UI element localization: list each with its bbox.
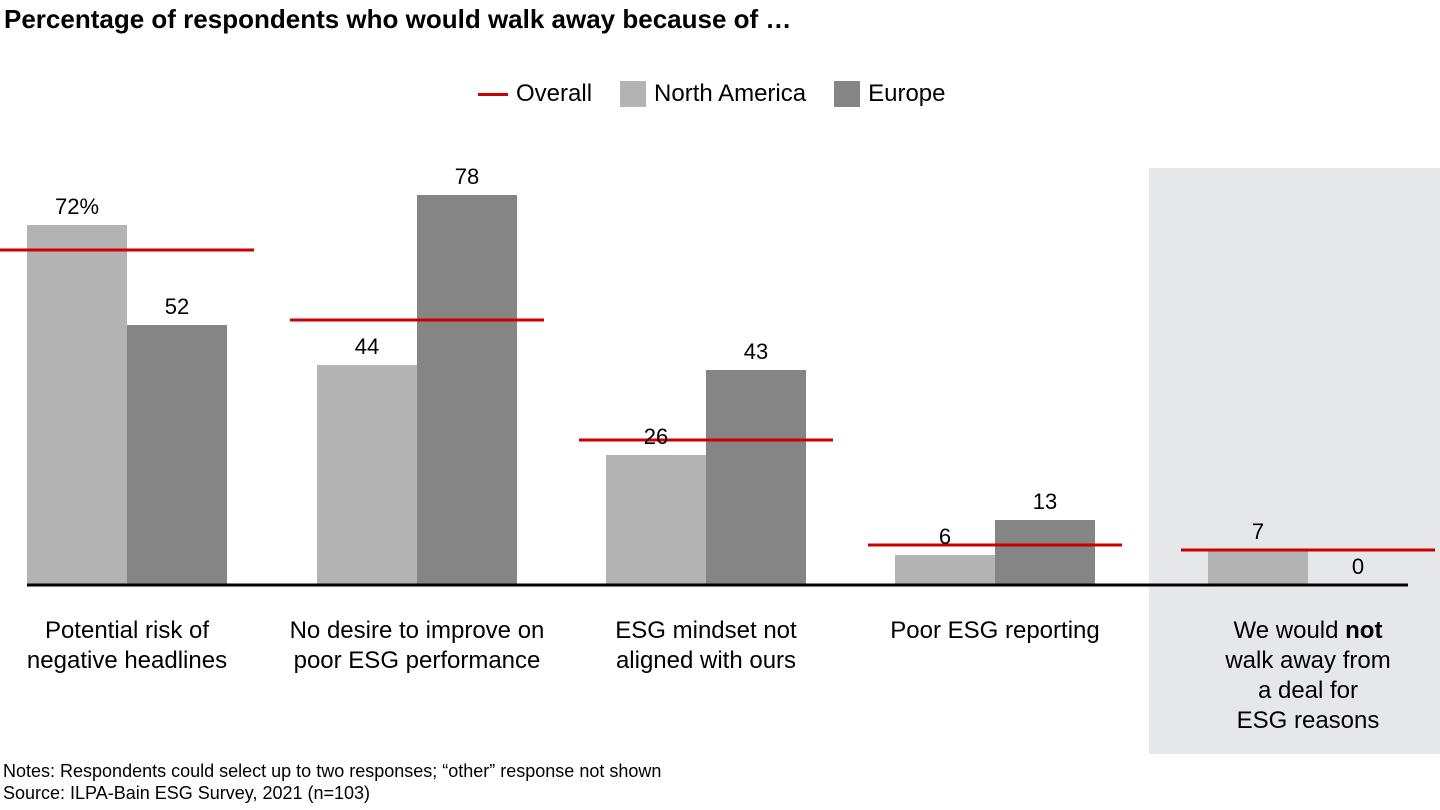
- category-label-0: Potential risk of negative headlines: [27, 617, 227, 674]
- legend-item-europe: Europe: [834, 80, 945, 108]
- data-label-europe-1: 78: [455, 164, 479, 189]
- source-text: Source: ILPA-Bain ESG Survey, 2021 (n=10…: [3, 783, 371, 803]
- data-label-north-america-0: 72%: [55, 194, 99, 219]
- bar-europe-1: [417, 195, 517, 585]
- data-label-north-america-3: 6: [939, 524, 951, 549]
- legend-item-north-america: North America: [620, 80, 806, 108]
- legend-north-america-label: North America: [654, 80, 807, 107]
- legend-europe-label: Europe: [868, 80, 946, 107]
- legend-overall-label: Overall: [516, 80, 593, 107]
- bar-north-america-0: [27, 225, 127, 585]
- highlight-panel: [1149, 168, 1440, 754]
- legend-north-america-swatch: [620, 81, 647, 107]
- data-label-europe-3: 13: [1033, 489, 1057, 514]
- bar-north-america-1: [317, 365, 417, 585]
- data-label-north-america-4: 7: [1252, 519, 1264, 544]
- legend-overall-line: [478, 92, 508, 96]
- data-label-europe-4: 0: [1352, 554, 1364, 579]
- category-label-1: No desire to improve on poor ESG performa…: [290, 617, 545, 674]
- legend-europe-swatch: [834, 81, 861, 107]
- bar-north-america-2: [606, 455, 706, 585]
- notes-text: Notes: Respondents could select up to tw…: [3, 761, 662, 781]
- bar-europe-3: [995, 520, 1095, 585]
- data-label-europe-0: 52: [165, 294, 189, 319]
- category-label-3: Poor ESG reporting: [890, 617, 1099, 644]
- data-label-europe-2: 43: [744, 339, 768, 364]
- bar-chart: 72% 44 26 6 7 52 78 43 13 0 Potential risk of negat…: [0, 164, 1440, 754]
- legend: Overall North America Europe: [478, 78, 945, 110]
- category-label-2: ESG mindset not aligned with ours: [615, 617, 797, 674]
- category-label-4: We would not walk away from a deal for ESG …: [1224, 617, 1390, 734]
- legend-item-overall: Overall: [478, 80, 592, 108]
- bar-north-america-4: [1208, 550, 1308, 585]
- data-label-north-america-2: 26: [644, 424, 668, 449]
- bar-north-america-3: [895, 555, 995, 585]
- bar-europe-0: [127, 325, 227, 585]
- bar-europe-2: [706, 370, 806, 585]
- data-label-north-america-1: 44: [355, 334, 379, 359]
- chart-title: Percentage of respondents who would walk…: [4, 4, 792, 34]
